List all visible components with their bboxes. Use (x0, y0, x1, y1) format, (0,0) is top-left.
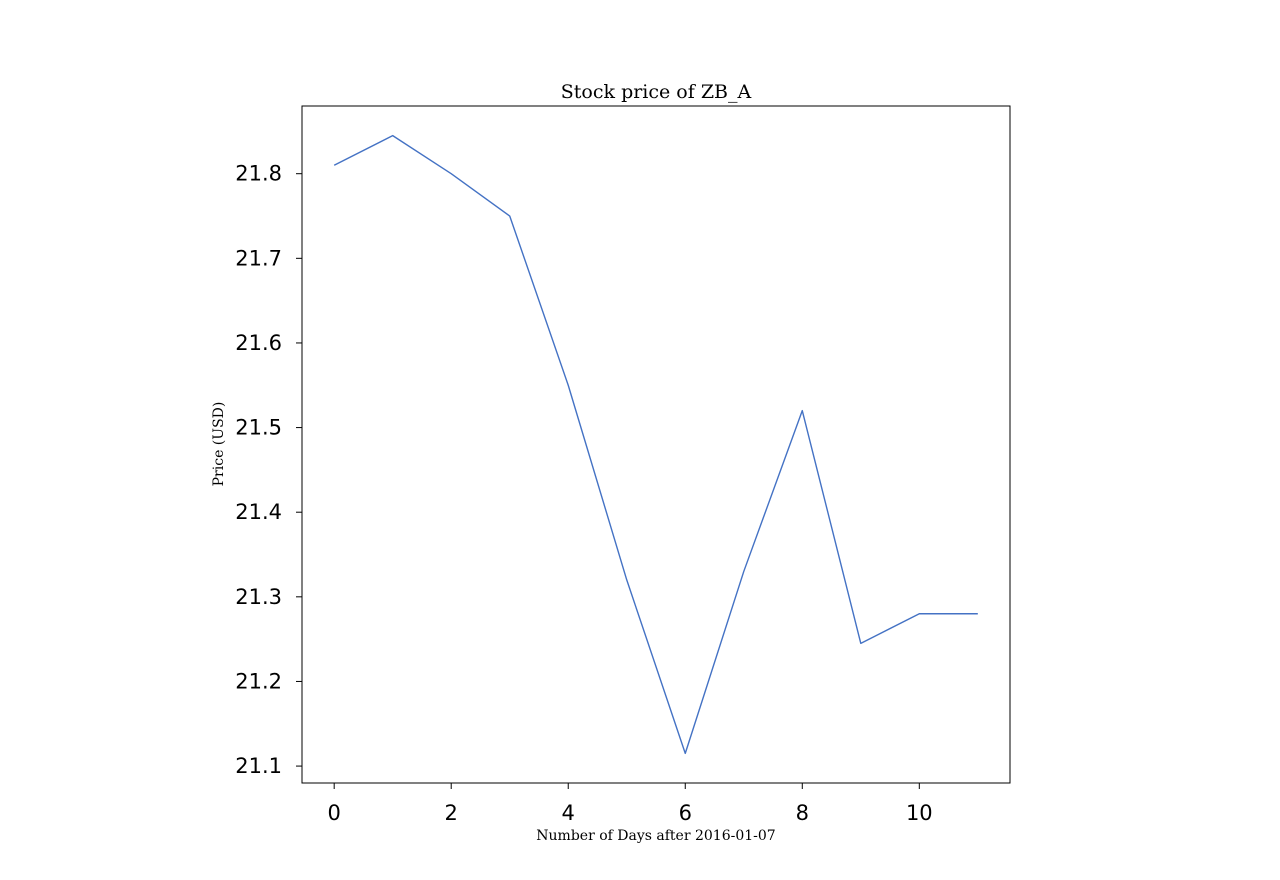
chart-title: Stock price of ZB_A (561, 81, 752, 103)
y-tick-label: 21.8 (235, 162, 282, 186)
y-tick-label: 21.6 (235, 331, 282, 355)
y-tick-label: 21.3 (235, 585, 282, 609)
series-layer (333, 134, 978, 755)
series-line (333, 134, 978, 755)
y-tick-label: 21.4 (235, 500, 282, 524)
y-axis-label: Price (USD) (211, 402, 227, 487)
x-axis-label: Number of Days after 2016-01-07 (536, 828, 775, 844)
x-tick-label: 8 (796, 801, 809, 825)
y-tick-label: 21.5 (235, 416, 282, 440)
x-tick-label: 4 (562, 801, 575, 825)
plot-area (301, 105, 1011, 784)
x-tick-label: 2 (445, 801, 458, 825)
y-tick-label: 21.2 (235, 669, 282, 693)
x-tick-label: 6 (679, 801, 692, 825)
x-tick-label: 10 (906, 801, 933, 825)
x-tick-label: 0 (327, 801, 340, 825)
x-axis: 0 2 4 6 8 10 (327, 783, 933, 825)
y-tick-label: 21.1 (235, 754, 282, 778)
y-tick-label: 21.7 (235, 246, 282, 270)
y-axis: 21.1 21.2 21.3 21.4 21.5 21.6 21.7 21.8 (235, 162, 302, 778)
